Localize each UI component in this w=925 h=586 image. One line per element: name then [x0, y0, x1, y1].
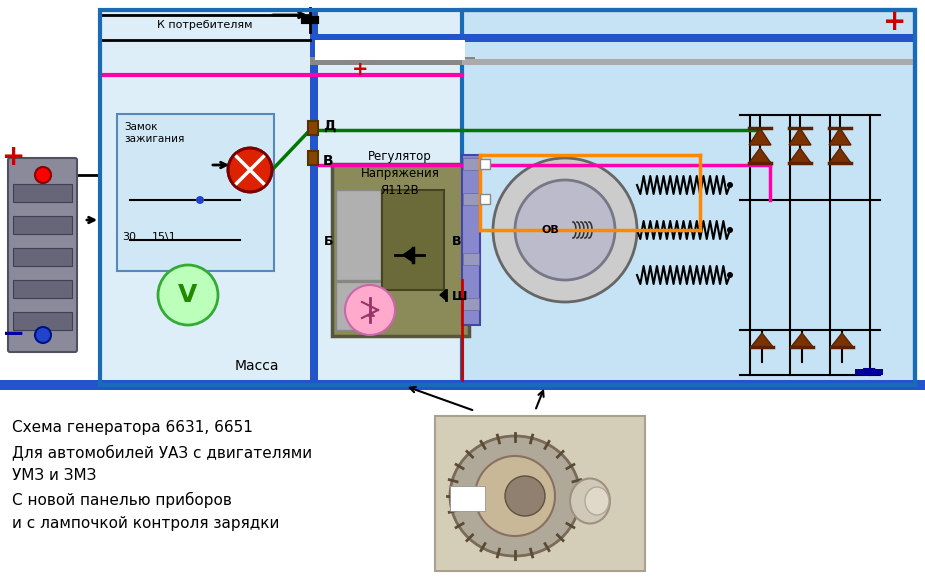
Text: В: В: [323, 154, 334, 168]
Text: С новой панелью приборов: С новой панелью приборов: [12, 492, 232, 508]
Bar: [13, 184, 72, 202]
Circle shape: [35, 167, 51, 183]
Bar: [308, 151, 318, 165]
Polygon shape: [829, 128, 851, 145]
Text: V: V: [179, 283, 198, 307]
Bar: [463, 253, 479, 265]
Text: УМЗ и ЗМЗ: УМЗ и ЗМЗ: [12, 468, 96, 483]
Circle shape: [158, 265, 218, 325]
Text: К потребителям: К потребителям: [157, 20, 253, 30]
Circle shape: [727, 182, 733, 188]
Bar: [382, 190, 444, 290]
Bar: [462, 155, 480, 325]
FancyBboxPatch shape: [332, 164, 469, 336]
Bar: [463, 158, 479, 170]
Bar: [463, 193, 479, 205]
Bar: [13, 216, 72, 234]
Text: Схема генератора 6631, 6651: Схема генератора 6631, 6651: [12, 420, 253, 435]
Text: Регулятор
Напряжения
Я112В: Регулятор Напряжения Я112В: [361, 150, 439, 197]
Bar: [13, 248, 72, 266]
Polygon shape: [831, 333, 853, 347]
Bar: [336, 190, 381, 280]
Bar: [13, 312, 72, 330]
Polygon shape: [749, 148, 771, 163]
Bar: [310, 34, 915, 42]
Polygon shape: [749, 128, 771, 145]
Text: 30: 30: [122, 232, 136, 242]
Text: Д: Д: [323, 119, 336, 133]
Bar: [13, 280, 72, 298]
Bar: [480, 194, 490, 204]
Circle shape: [228, 148, 272, 192]
Bar: [100, 10, 915, 385]
Bar: [336, 282, 381, 330]
Text: Масса: Масса: [235, 359, 279, 373]
Ellipse shape: [475, 456, 555, 536]
Ellipse shape: [585, 487, 609, 515]
Text: +: +: [2, 143, 25, 171]
Text: Замок
зажигания: Замок зажигания: [124, 122, 184, 144]
Text: Ш: Ш: [452, 290, 467, 303]
Bar: [308, 121, 318, 135]
Text: Б: Б: [324, 235, 334, 248]
Bar: [100, 10, 462, 385]
Circle shape: [493, 158, 637, 302]
Bar: [450, 486, 485, 511]
Bar: [855, 369, 883, 375]
Text: 15\1: 15\1: [152, 232, 177, 242]
Circle shape: [196, 196, 204, 204]
Polygon shape: [791, 333, 813, 347]
FancyBboxPatch shape: [117, 114, 274, 271]
Text: +: +: [883, 8, 906, 36]
Circle shape: [35, 327, 51, 343]
Circle shape: [727, 272, 733, 278]
Ellipse shape: [570, 479, 610, 523]
Bar: [462, 57, 470, 65]
Bar: [463, 298, 479, 310]
Bar: [310, 57, 475, 65]
Circle shape: [345, 285, 395, 335]
Bar: [310, 10, 318, 380]
Polygon shape: [789, 128, 811, 145]
Bar: [0, 380, 925, 390]
Polygon shape: [789, 148, 811, 163]
Polygon shape: [403, 248, 413, 262]
Polygon shape: [751, 333, 773, 347]
Text: и с лампочкой контроля зарядки: и с лампочкой контроля зарядки: [12, 516, 279, 531]
Text: В: В: [452, 235, 462, 248]
Bar: [315, 40, 465, 60]
Text: +: +: [352, 60, 368, 79]
Circle shape: [727, 227, 733, 233]
Text: Для автомобилей УАЗ с двигателями: Для автомобилей УАЗ с двигателями: [12, 444, 312, 460]
Circle shape: [505, 476, 545, 516]
Bar: [480, 159, 490, 169]
Polygon shape: [829, 148, 851, 163]
Text: −: −: [861, 360, 877, 379]
Circle shape: [515, 180, 615, 280]
Text: ОВ: ОВ: [541, 225, 559, 235]
Polygon shape: [440, 290, 446, 300]
Ellipse shape: [450, 436, 580, 556]
Bar: [462, 10, 915, 385]
Bar: [462, 59, 915, 65]
FancyBboxPatch shape: [8, 158, 77, 352]
Text: −: −: [2, 320, 25, 348]
FancyBboxPatch shape: [435, 416, 645, 571]
